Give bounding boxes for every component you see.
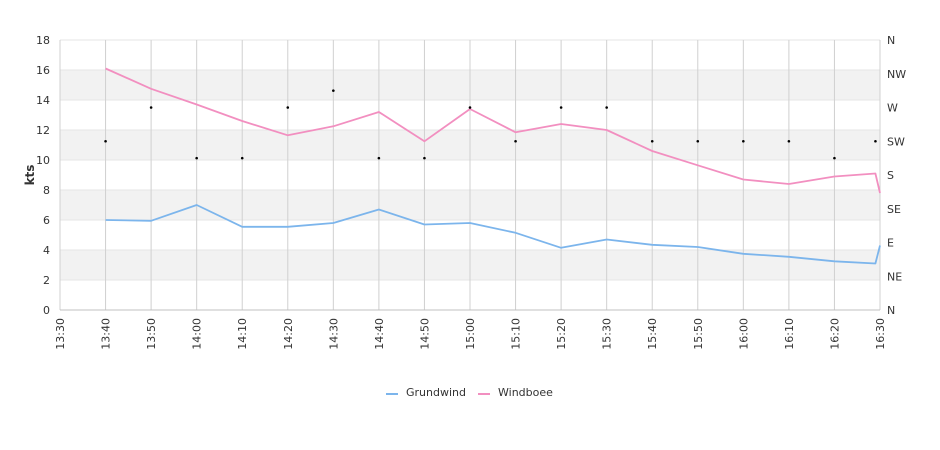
x-tick-label: 14:00 xyxy=(191,318,204,350)
x-tick-label: 15:40 xyxy=(646,318,659,350)
legend-label: Grundwind xyxy=(406,386,466,399)
x-tick-label: 14:50 xyxy=(418,318,431,350)
y-axis-label: kts xyxy=(23,165,37,186)
direction-point xyxy=(559,106,563,109)
direction-point xyxy=(195,156,198,160)
y-tick-label: 12 xyxy=(36,124,50,137)
x-tick-label: 15:00 xyxy=(464,318,477,350)
direction-point xyxy=(286,106,290,109)
direction-point xyxy=(240,156,244,160)
direction-point xyxy=(787,139,791,143)
vertical-gridlines xyxy=(59,40,881,310)
y-tick-label: 8 xyxy=(43,184,50,197)
series-lines xyxy=(105,67,881,265)
direction-axis-ticks: N NE E SE S SW W NW N xyxy=(887,34,906,317)
y-tick-label: 16 xyxy=(36,64,50,77)
direction-tick-label: S xyxy=(887,169,894,182)
direction-point xyxy=(423,156,426,160)
direction-point xyxy=(742,139,745,143)
x-tick-label: 14:30 xyxy=(327,318,340,350)
x-tick-label: 15:10 xyxy=(510,318,523,350)
x-tick-label: 16:20 xyxy=(828,318,841,350)
direction-tick-label: SE xyxy=(887,203,901,216)
direction-tick-label: NW xyxy=(887,68,906,81)
x-tick-label: 14:40 xyxy=(373,318,386,350)
y-tick-label: 2 xyxy=(43,274,50,287)
x-tick-label: 15:20 xyxy=(555,318,568,350)
x-tick-label: 16:30 xyxy=(874,318,887,350)
x-tick-label: 15:50 xyxy=(692,318,705,350)
direction-point xyxy=(833,156,836,160)
y-tick-label: 4 xyxy=(43,244,50,257)
x-tick-label: 14:20 xyxy=(282,318,295,350)
direction-point xyxy=(104,139,107,143)
x-tick-label: 14:10 xyxy=(236,318,249,350)
series-line-grundwind xyxy=(105,204,881,265)
y-tick-label: 10 xyxy=(36,154,50,167)
y-tick-label: 14 xyxy=(36,94,50,107)
direction-tick-label: W xyxy=(887,102,898,115)
direction-tick-label: SW xyxy=(887,135,905,148)
x-tick-label: 13:50 xyxy=(145,318,158,350)
direction-tick-label: E xyxy=(887,237,894,250)
x-tick-label: 16:10 xyxy=(783,318,796,350)
x-tick-label: 15:30 xyxy=(601,318,614,350)
direction-point xyxy=(377,156,381,160)
x-tick-label: 13:30 xyxy=(54,318,67,350)
direction-point xyxy=(332,89,335,92)
direction-point xyxy=(149,106,153,109)
y-axis-ticks: 0 2 4 6 8 10 12 14 16 18 xyxy=(36,34,50,317)
direction-point xyxy=(696,139,700,143)
y-tick-label: 18 xyxy=(36,34,50,47)
legend-item-grundwind[interactable]: Grundwind xyxy=(386,386,466,399)
direction-points xyxy=(104,89,877,160)
direction-point xyxy=(468,106,472,109)
direction-tick-label: N xyxy=(887,34,895,47)
series-line-windboee xyxy=(105,67,881,194)
legend: Grundwind Windboee xyxy=(386,386,553,399)
direction-tick-label: NE xyxy=(887,270,902,283)
y-tick-label: 6 xyxy=(43,214,50,227)
legend-item-windboee[interactable]: Windboee xyxy=(478,386,553,399)
direction-point xyxy=(650,139,654,143)
legend-label: Windboee xyxy=(498,386,553,399)
x-tick-label: 16:00 xyxy=(737,318,750,350)
x-tick-label: 13:40 xyxy=(100,318,113,350)
direction-point xyxy=(514,139,517,143)
direction-tick-label: N xyxy=(887,304,895,317)
direction-point xyxy=(874,139,877,143)
x-axis-ticks: 13:30 13:40 13:50 14:00 14:10 14:20 14:30 14:40… xyxy=(54,318,887,350)
y-tick-label: 0 xyxy=(43,304,50,317)
direction-point xyxy=(605,106,608,109)
